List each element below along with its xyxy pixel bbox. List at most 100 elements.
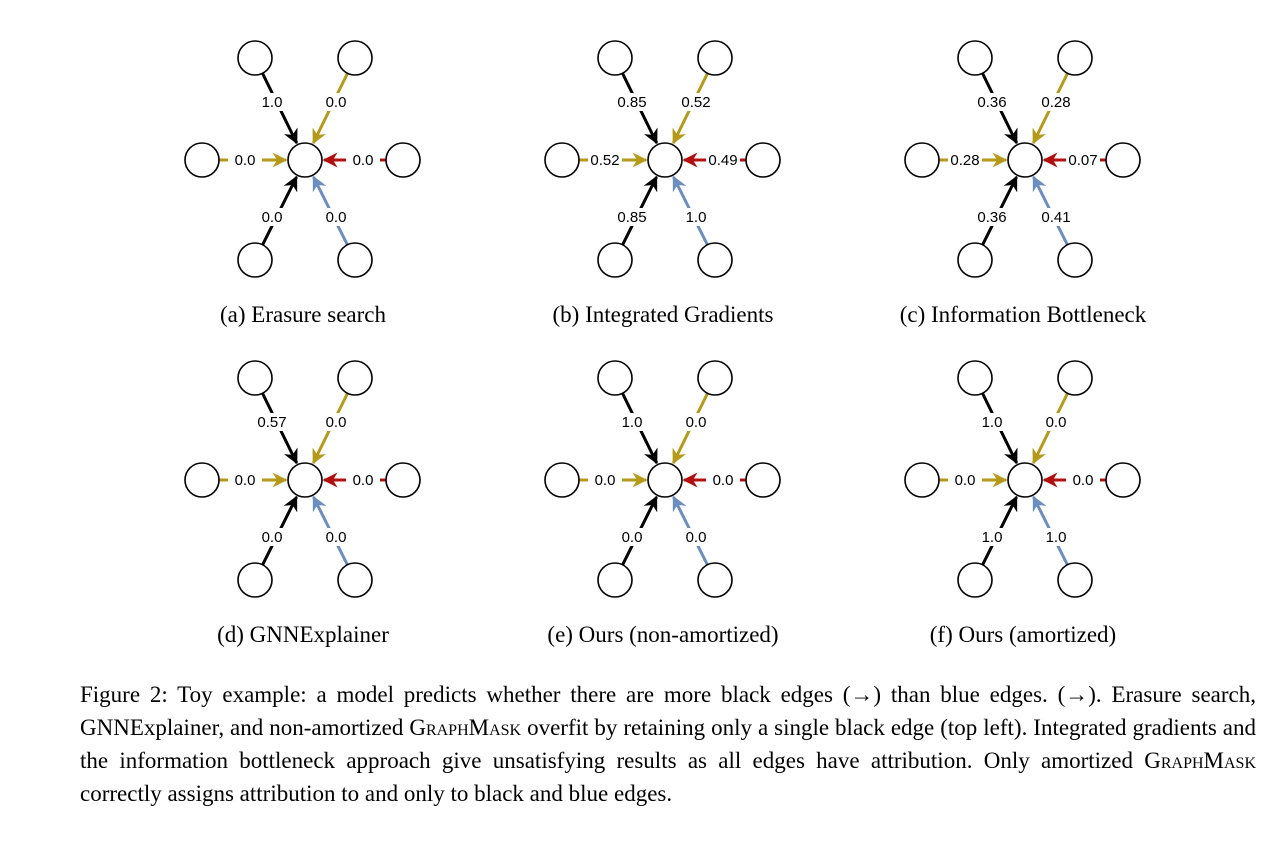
edge-label-background [615,413,649,431]
graph-node [957,40,993,76]
edge-label-background [975,528,1009,546]
figure-caption: Figure 2: Toy example: a model predicts … [80,678,1256,810]
edge-weight-label: 0.0 [326,94,347,111]
graph-node [237,40,273,76]
edge-weight-label: 0.0 [326,209,347,226]
edge-weight-label: 0.0 [326,414,347,431]
edge-weight-label: 0.49 [708,152,737,169]
edge-label-background [1039,93,1073,111]
graphmask-term: GraphMask [409,715,522,740]
edge-label-background [615,93,649,111]
graph-panel: 1.0 0.0 0.0 0.0 0.0 0.0 (e) Ours (non-amortize… [544,360,781,647]
graph-node [337,242,373,278]
graph-node [1057,40,1093,76]
graph-node [697,40,733,76]
edge-weight-label: 1.0 [262,94,283,111]
graph-node [1105,142,1141,178]
graph-node [337,40,373,76]
edge-label-background [948,151,982,169]
edge-weight-label: 0.0 [622,529,643,546]
edge-weight-label: 0.52 [590,152,619,169]
edge-label-background [319,93,353,111]
edge-label-background [615,208,649,226]
graph-node [904,142,940,178]
edge-label-background [319,208,353,226]
edge-weight-label: 0.52 [681,94,710,111]
graph-node [957,242,993,278]
edge-label-background [255,93,289,111]
edge-label-background [588,471,622,489]
edge-label-background [975,208,1009,226]
caption-text-part3: correctly assigns attribution to and onl… [80,781,673,806]
graph-panel: 0.85 0.52 0.52 0.49 0.85 1.0 (b) Integrated Gr… [544,40,781,327]
graph-panel: 0.57 0.0 0.0 0.0 0.0 0.0 (d) GNNExplainer [184,360,421,647]
edge-label-background [346,151,380,169]
graph-node [957,562,993,598]
subfigure-caption: (a) Erasure search [220,302,386,327]
edge-weight-label: 1.0 [686,209,707,226]
graph-node [957,360,993,396]
edge-weight-label: 0.36 [977,209,1006,226]
graph-node [697,242,733,278]
edge-weight-label: 0.85 [617,209,646,226]
graph-node [1105,462,1141,498]
edge-label-background [679,528,713,546]
edge-weight-label: 0.0 [262,529,283,546]
subfigure-caption: (e) Ours (non-amortized) [547,622,778,647]
center-node [647,142,683,178]
center-node [1007,142,1043,178]
edge-label-background [228,471,262,489]
edge-weight-label: 0.28 [1041,94,1070,111]
center-node [287,142,323,178]
edge-label-background [255,208,289,226]
edge-weight-label: 0.0 [1046,414,1067,431]
graph-node [697,360,733,396]
graph-node [597,360,633,396]
edge-weight-label: 0.0 [326,529,347,546]
graph-node [237,360,273,396]
edge-label-background [588,151,622,169]
graph-node [1057,242,1093,278]
graph-node [337,562,373,598]
edge-weight-label: 0.0 [686,414,707,431]
figure-svg: 1.0 0.0 0.0 0.0 0.0 0.0 (a) Erasure search 0.85… [184,40,1147,647]
edge-weight-label: 1.0 [982,414,1003,431]
edge-weight-label: 0.0 [955,472,976,489]
edge-weight-label: 0.0 [262,209,283,226]
edge-weight-label: 1.0 [982,529,1003,546]
subfigure-caption: (d) GNNExplainer [217,622,389,647]
edge-weight-label: 0.0 [686,529,707,546]
center-node [647,462,683,498]
edge-label-background [679,208,713,226]
caption-text-part2: overfit by retaining only a single black… [80,715,1257,773]
graph-node [337,360,373,396]
graph-node [904,462,940,498]
edge-weight-label: 0.07 [1068,152,1097,169]
graph-node [237,562,273,598]
edge-weight-label: 0.0 [1073,472,1094,489]
center-node [1007,462,1043,498]
graph-node [1057,360,1093,396]
edge-label-background [1039,208,1073,226]
edge-label-background [1039,528,1073,546]
edge-weight-label: 1.0 [1046,529,1067,546]
graph-node [597,40,633,76]
graph-node [544,462,580,498]
edge-weight-label: 0.0 [353,152,374,169]
edge-label-background [1039,413,1073,431]
center-node [287,462,323,498]
edge-label-background [975,93,1009,111]
graph-panel: 0.36 0.28 0.28 0.07 0.36 0.41 (c) Information … [900,40,1147,327]
graph-node [184,462,220,498]
graph-node [237,242,273,278]
graph-node [1057,562,1093,598]
edge-label-background [346,471,380,489]
graph-node [184,142,220,178]
subfigure-caption: (f) Ours (amortized) [930,622,1116,647]
graph-node [697,562,733,598]
edge-label-background [255,528,289,546]
edge-weight-label: 0.0 [713,472,734,489]
graph-panel: 1.0 0.0 0.0 0.0 0.0 0.0 (a) Erasure search [184,40,421,327]
edge-weight-label: 0.28 [950,152,979,169]
edge-label-background [228,151,262,169]
